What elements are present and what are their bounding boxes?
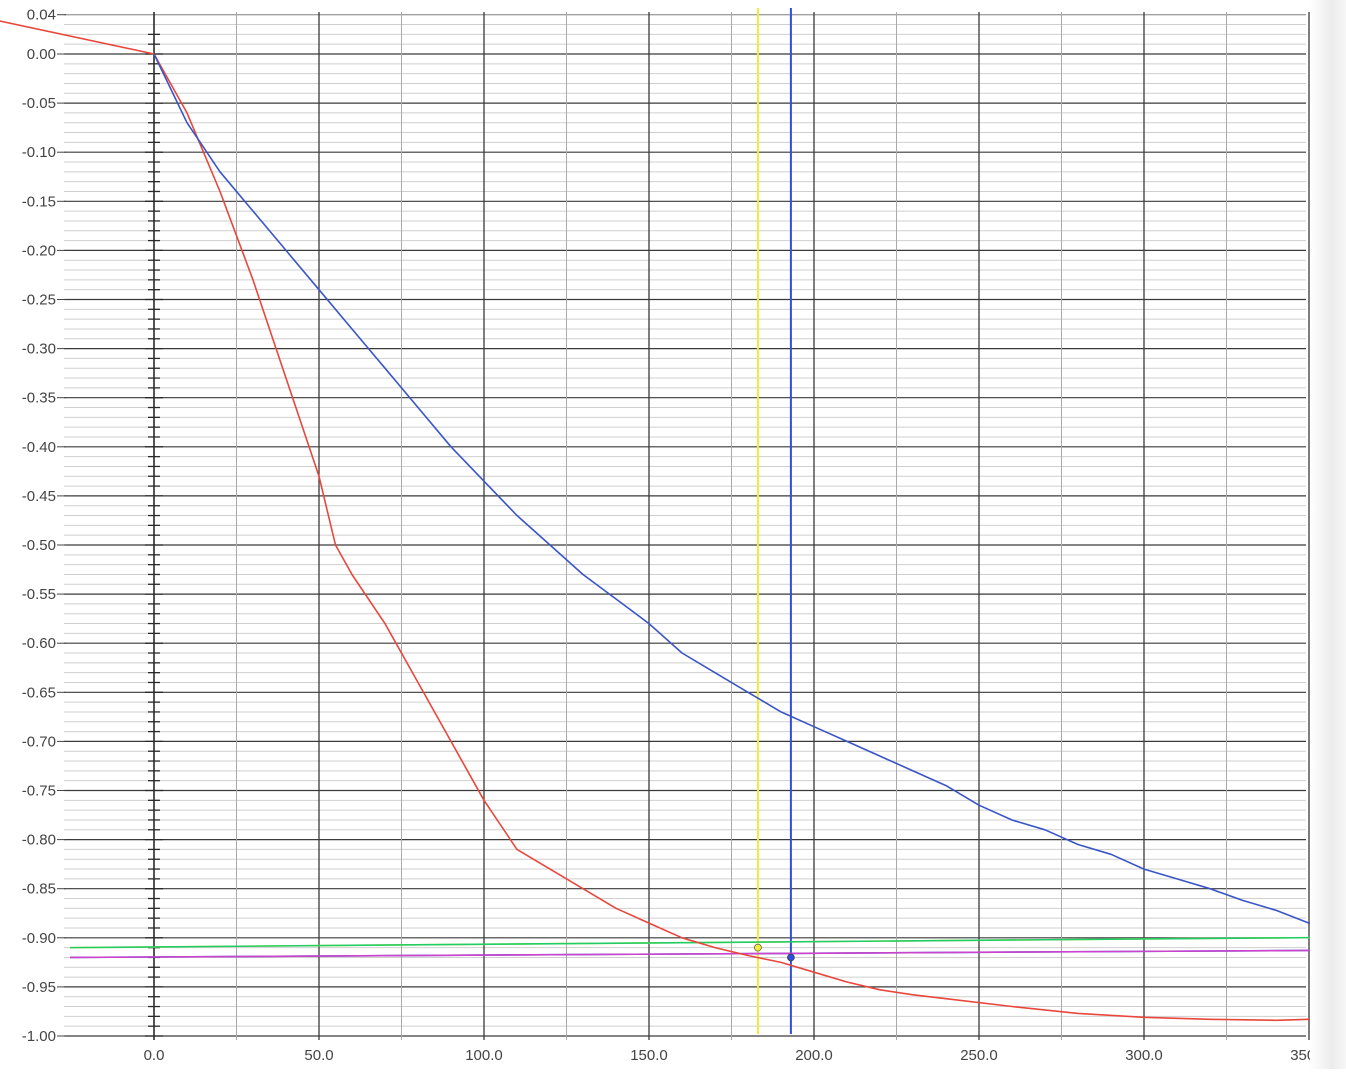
cursor-horizontal-line[interactable] [69, 949, 1311, 959]
x-tick-label: 250.0 [960, 1047, 998, 1064]
y-tick-label: -0.65 [22, 684, 56, 701]
y-tick-label: -0.95 [22, 979, 56, 996]
x-tick-label: 0.0 [144, 1047, 165, 1064]
y-tick-label: -0.55 [22, 586, 56, 603]
y-tick-label: 0.04 [27, 7, 56, 24]
x-tick-label: 50.0 [304, 1047, 333, 1064]
x-tick-label: 100.0 [465, 1047, 503, 1064]
y-tick-label: -0.75 [22, 783, 56, 800]
minor-gridlines [64, 14, 1306, 1027]
y-tick-label: -0.90 [22, 930, 56, 947]
y-tick-label: 0.00 [27, 46, 56, 63]
y-tick-label: -0.20 [22, 242, 56, 259]
y-tick-label: -0.05 [22, 95, 56, 112]
y-tick-label: -0.35 [22, 390, 56, 407]
x-tick-label: 200.0 [795, 1047, 833, 1064]
y-tick-label: -0.50 [22, 537, 56, 554]
y-tick-label: -0.30 [22, 341, 56, 358]
cursor-lines[interactable] [69, 8, 1346, 1034]
series-line-2 [153, 53, 1346, 935]
y-tick-label: -0.70 [22, 733, 56, 750]
cursor-markers[interactable] [754, 943, 1346, 962]
y-tick-label: -0.60 [22, 635, 56, 652]
y-tick-label: -0.45 [22, 488, 56, 505]
y-tick-label: -1.00 [22, 1028, 56, 1045]
data-series [0, 20, 1346, 1022]
y-tick-label: -0.85 [22, 881, 56, 898]
cursor-horizontal-line[interactable] [69, 936, 1311, 949]
y-axis-tick-labels: 0.04 0.00 -0.05 -0.10 -0.15 -0.20 -0.25 -0.30 -0… [22, 7, 66, 1045]
cursor-point[interactable] [754, 943, 762, 952]
y-tick-label: -0.25 [22, 292, 56, 309]
scan-edge-shadow [1310, 0, 1346, 1069]
zero-axis-ticks [145, 33, 163, 1037]
x-tick-label: 150.0 [630, 1047, 668, 1064]
y-tick-label: -0.80 [22, 832, 56, 849]
series-line-1 [0, 20, 1346, 1022]
y-tick-label: -0.40 [22, 439, 56, 456]
x-tick-label: 300.0 [1125, 1047, 1163, 1064]
y-tick-label: -0.15 [22, 193, 56, 210]
cursor-point[interactable] [787, 953, 795, 962]
y-tick-label: -0.10 [22, 144, 56, 161]
